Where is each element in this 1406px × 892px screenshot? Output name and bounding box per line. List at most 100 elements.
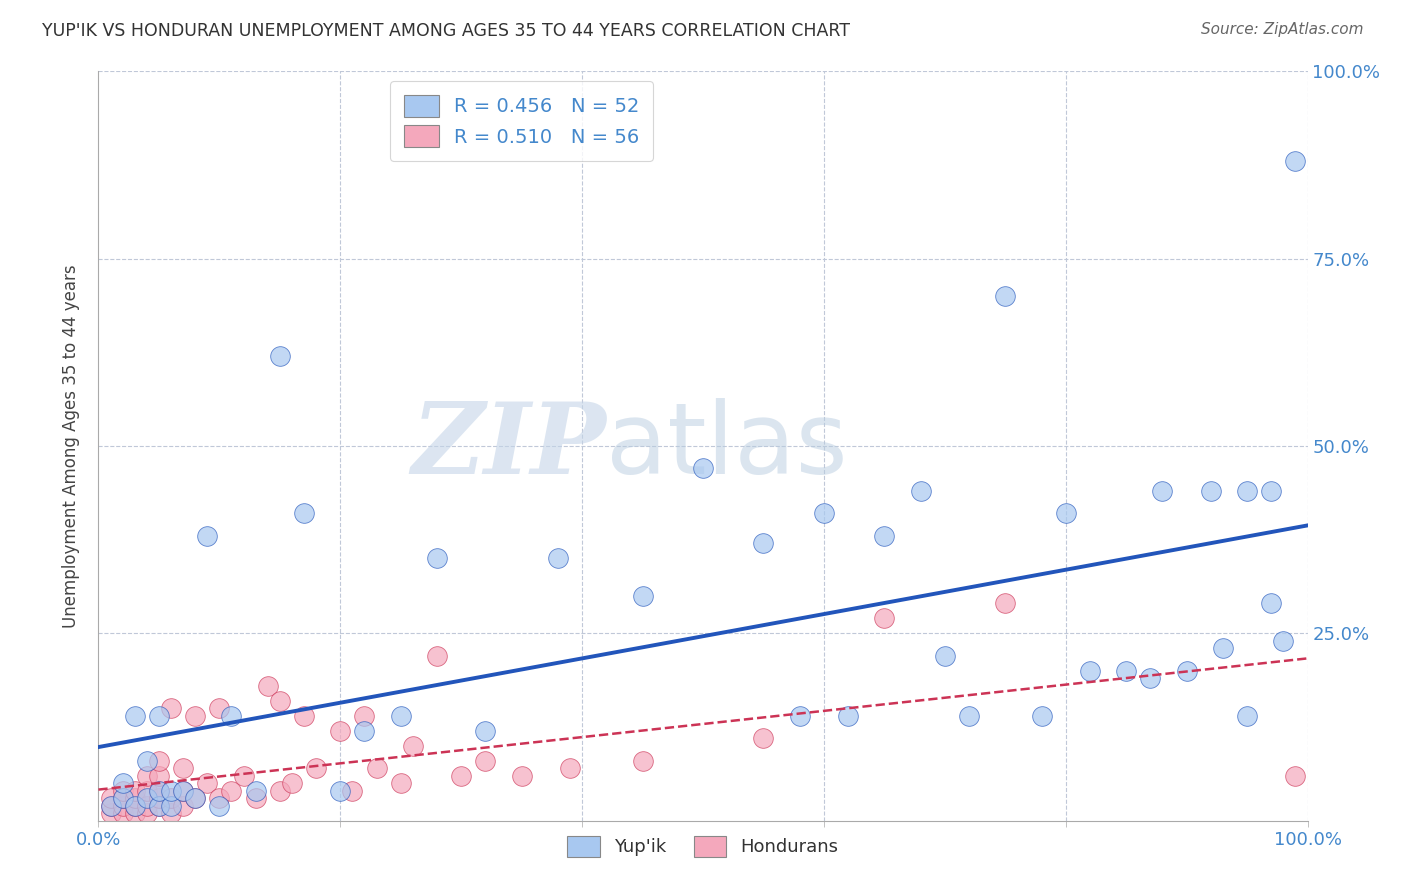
Point bbox=[135, 783, 157, 797]
Point bbox=[195, 529, 218, 543]
Point bbox=[474, 754, 496, 768]
Point bbox=[329, 723, 352, 738]
Point bbox=[474, 723, 496, 738]
Point bbox=[1260, 483, 1282, 498]
Point bbox=[1236, 483, 1258, 498]
Point bbox=[111, 806, 134, 821]
Point bbox=[789, 708, 811, 723]
Text: YUP'IK VS HONDURAN UNEMPLOYMENT AMONG AGES 35 TO 44 YEARS CORRELATION CHART: YUP'IK VS HONDURAN UNEMPLOYMENT AMONG AG… bbox=[42, 22, 851, 40]
Point bbox=[1054, 507, 1077, 521]
Point bbox=[135, 754, 157, 768]
Point bbox=[558, 761, 581, 775]
Point bbox=[148, 798, 170, 813]
Point bbox=[631, 754, 654, 768]
Point bbox=[124, 806, 146, 821]
Point bbox=[124, 798, 146, 813]
Point bbox=[1236, 708, 1258, 723]
Point bbox=[160, 798, 183, 813]
Point bbox=[160, 701, 183, 715]
Point bbox=[195, 776, 218, 790]
Point bbox=[837, 708, 859, 723]
Point bbox=[148, 798, 170, 813]
Point bbox=[148, 754, 170, 768]
Point bbox=[124, 783, 146, 797]
Point bbox=[111, 798, 134, 813]
Point bbox=[269, 349, 291, 363]
Text: atlas: atlas bbox=[606, 398, 848, 494]
Point bbox=[124, 798, 146, 813]
Point bbox=[1284, 769, 1306, 783]
Point bbox=[160, 806, 183, 821]
Point bbox=[148, 769, 170, 783]
Point bbox=[426, 648, 449, 663]
Point bbox=[124, 791, 146, 805]
Point bbox=[389, 708, 412, 723]
Point bbox=[1212, 641, 1234, 656]
Point bbox=[353, 723, 375, 738]
Point bbox=[172, 761, 194, 775]
Point bbox=[305, 761, 328, 775]
Point bbox=[1199, 483, 1222, 498]
Point bbox=[172, 783, 194, 797]
Point bbox=[221, 783, 243, 797]
Point bbox=[934, 648, 956, 663]
Point bbox=[124, 708, 146, 723]
Text: Source: ZipAtlas.com: Source: ZipAtlas.com bbox=[1201, 22, 1364, 37]
Point bbox=[100, 791, 122, 805]
Point bbox=[547, 551, 569, 566]
Point bbox=[1139, 671, 1161, 685]
Point bbox=[160, 783, 183, 797]
Point bbox=[1031, 708, 1053, 723]
Point bbox=[184, 708, 207, 723]
Point bbox=[389, 776, 412, 790]
Point bbox=[148, 791, 170, 805]
Point bbox=[100, 798, 122, 813]
Point bbox=[135, 806, 157, 821]
Point bbox=[752, 731, 775, 746]
Point bbox=[245, 791, 267, 805]
Point bbox=[148, 783, 170, 797]
Point bbox=[292, 708, 315, 723]
Point bbox=[1260, 596, 1282, 610]
Point bbox=[366, 761, 388, 775]
Point bbox=[148, 708, 170, 723]
Point bbox=[994, 289, 1017, 303]
Point bbox=[752, 536, 775, 550]
Legend: Yup'ik, Hondurans: Yup'ik, Hondurans bbox=[560, 829, 846, 864]
Point bbox=[111, 783, 134, 797]
Point bbox=[342, 783, 364, 797]
Point bbox=[172, 783, 194, 797]
Point bbox=[994, 596, 1017, 610]
Point bbox=[111, 791, 134, 805]
Point bbox=[135, 791, 157, 805]
Point bbox=[510, 769, 533, 783]
Y-axis label: Unemployment Among Ages 35 to 44 years: Unemployment Among Ages 35 to 44 years bbox=[62, 264, 80, 628]
Point bbox=[148, 783, 170, 797]
Point bbox=[269, 694, 291, 708]
Point bbox=[184, 791, 207, 805]
Point bbox=[910, 483, 932, 498]
Point bbox=[208, 798, 231, 813]
Point bbox=[353, 708, 375, 723]
Point bbox=[208, 701, 231, 715]
Point bbox=[1284, 154, 1306, 169]
Point bbox=[813, 507, 835, 521]
Point bbox=[269, 783, 291, 797]
Point bbox=[1078, 664, 1101, 678]
Point bbox=[100, 798, 122, 813]
Point bbox=[111, 776, 134, 790]
Point bbox=[232, 769, 254, 783]
Point bbox=[873, 611, 896, 625]
Text: ZIP: ZIP bbox=[412, 398, 606, 494]
Point bbox=[1152, 483, 1174, 498]
Point bbox=[692, 461, 714, 475]
Point bbox=[873, 529, 896, 543]
Point bbox=[245, 783, 267, 797]
Point bbox=[256, 679, 278, 693]
Point bbox=[1175, 664, 1198, 678]
Point bbox=[100, 806, 122, 821]
Point bbox=[111, 791, 134, 805]
Point bbox=[172, 798, 194, 813]
Point bbox=[1272, 633, 1295, 648]
Point bbox=[957, 708, 980, 723]
